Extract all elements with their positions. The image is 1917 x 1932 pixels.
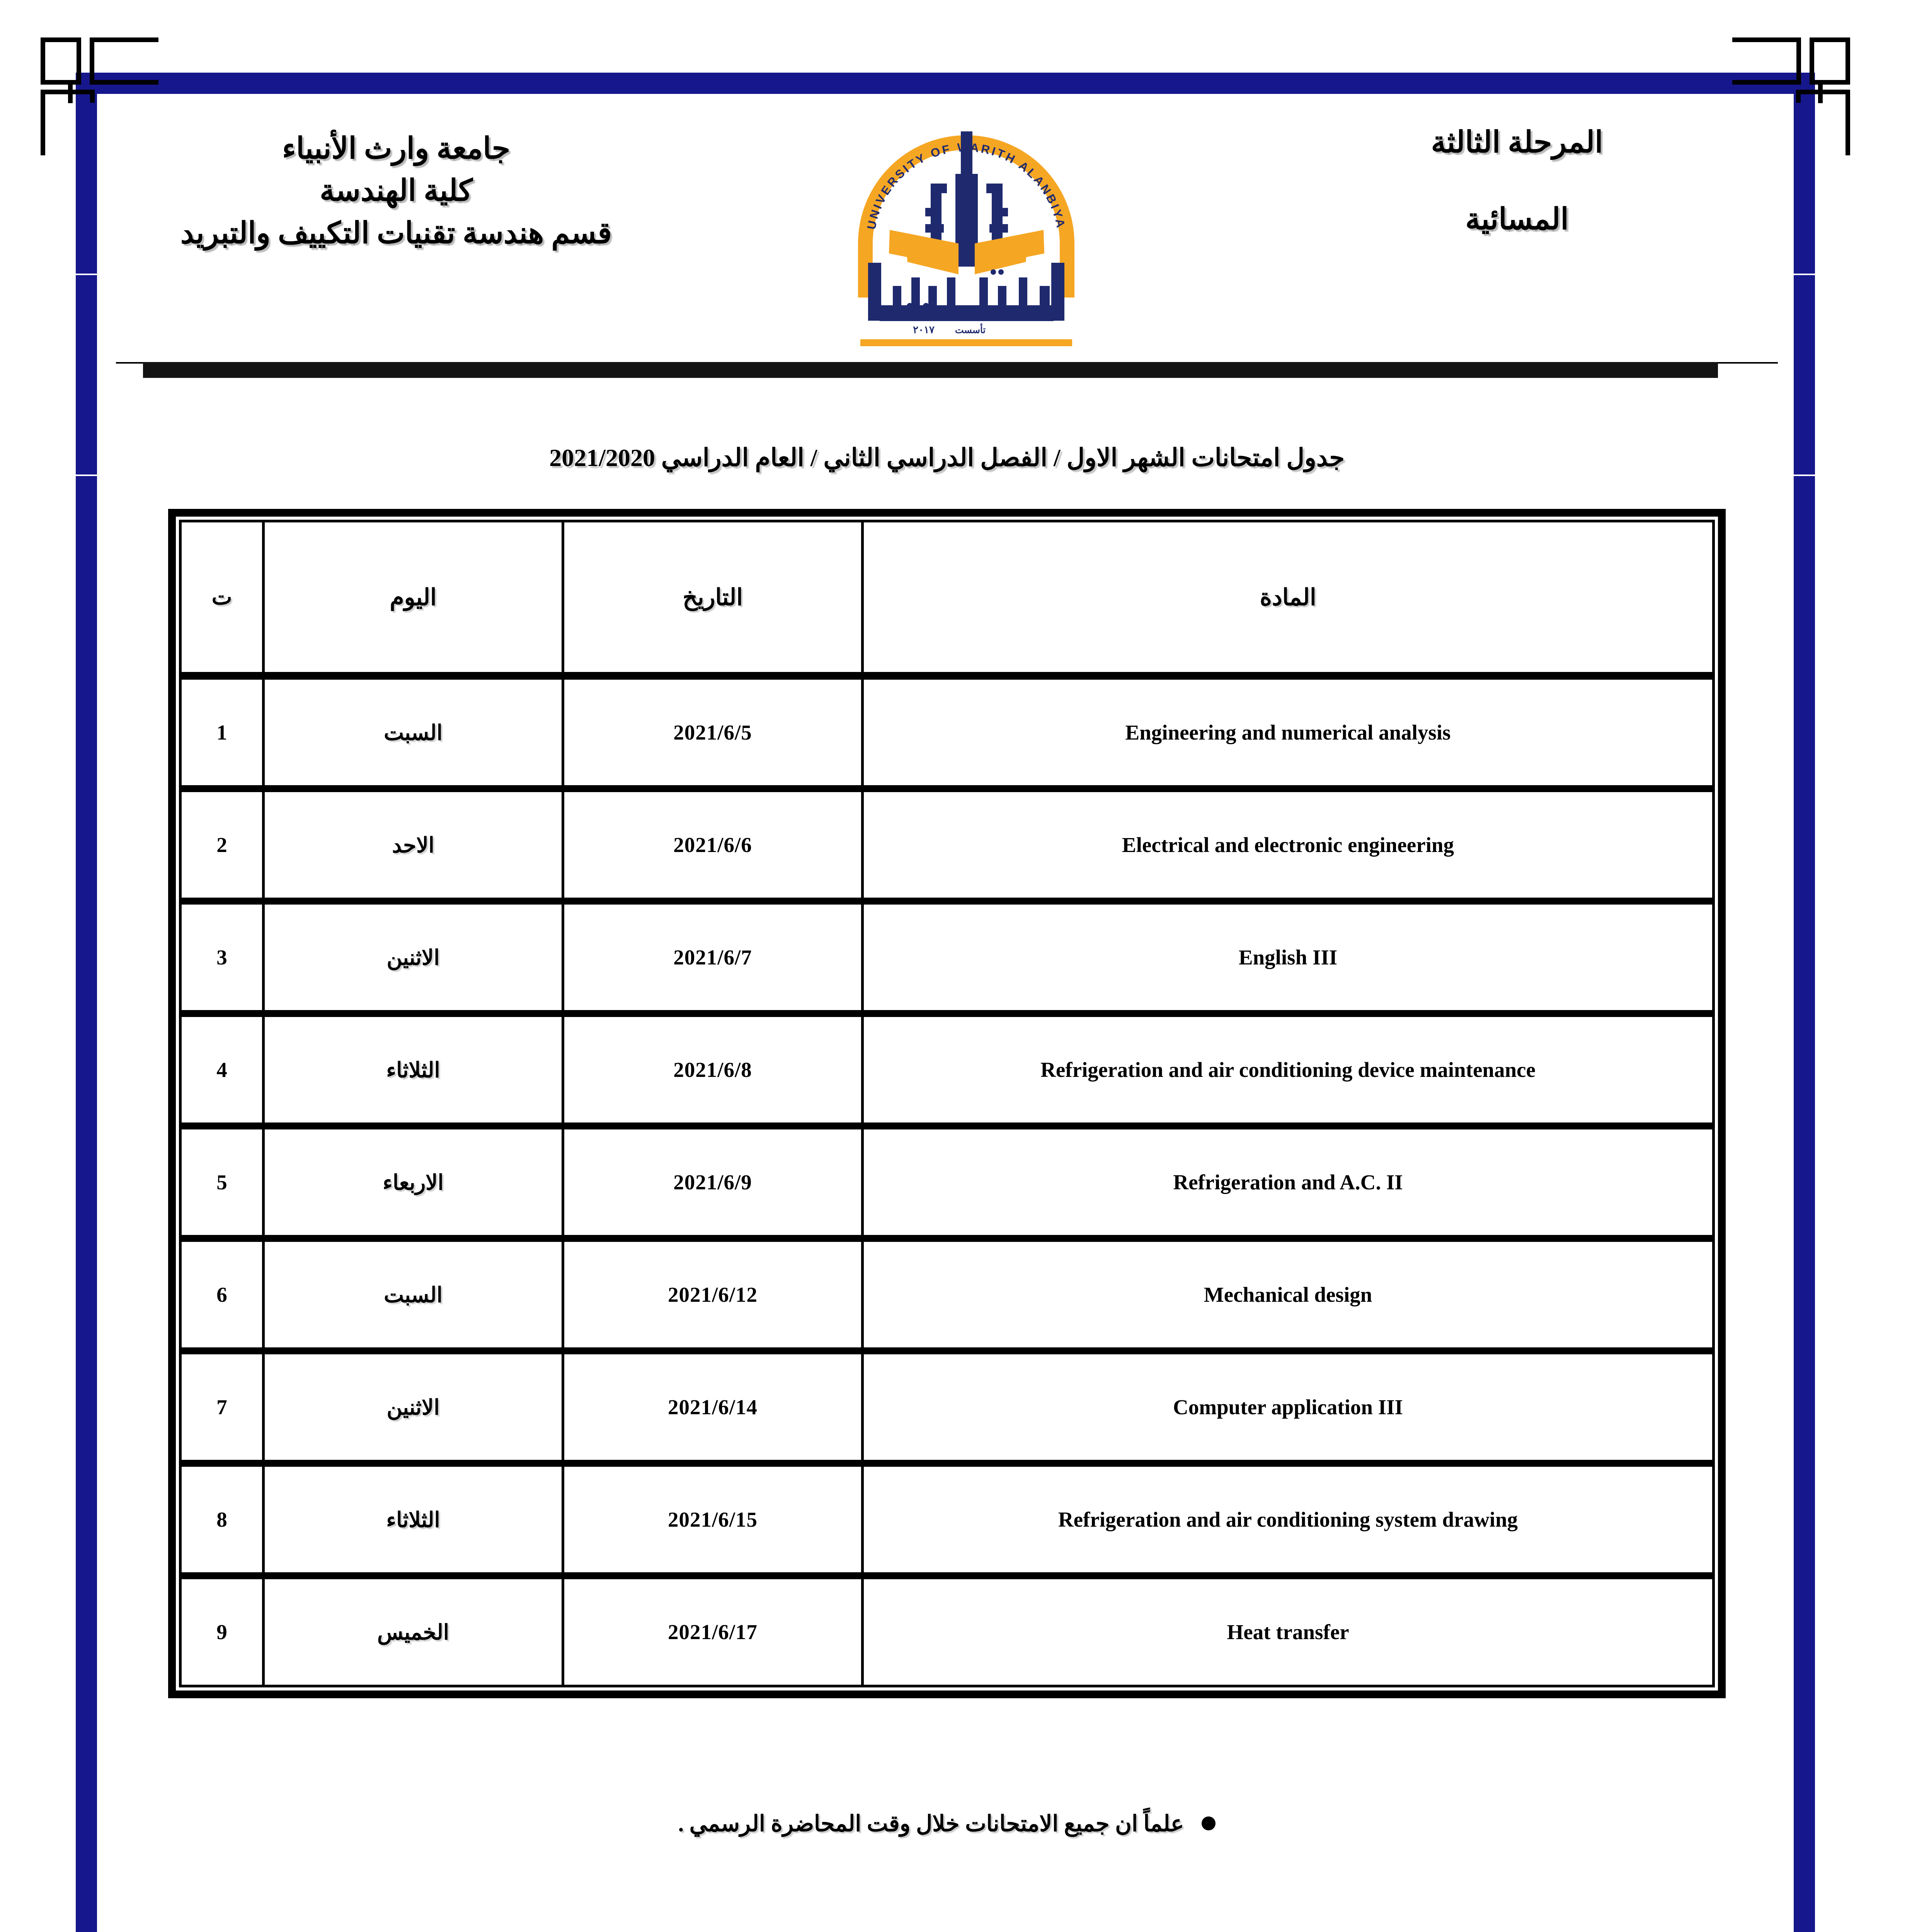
cell-subject: English III (861, 900, 1715, 1017)
cell-day: الثلاثاء (262, 1012, 564, 1129)
cell-day: الاحد (262, 787, 564, 905)
border-band-right (1794, 73, 1815, 1932)
cell-no: 7 (179, 1349, 265, 1467)
cell-date: 2021/6/12 (562, 1237, 864, 1354)
table-row: Mechanical design 2021/6/12 السبت 6 (179, 1237, 1715, 1354)
header-divider (116, 351, 1778, 378)
letterhead: جامعة وارث الأنبياء كلية الهندسة قسم هند… (116, 112, 1778, 346)
corner-knot-top-left (31, 28, 158, 155)
page-decorative-border (41, 37, 1850, 1932)
cell-subject: Refrigeration and A.C. II (861, 1124, 1715, 1242)
university-name: جامعة وارث الأنبياء (282, 132, 511, 165)
column-header-date: التاريخ (562, 520, 864, 680)
cell-no: 9 (179, 1574, 265, 1687)
band-seg-left-1 (76, 274, 97, 275)
cell-date: 2021/6/15 (562, 1462, 864, 1579)
cell-day: السبت (262, 674, 564, 792)
border-band-left (76, 73, 97, 1932)
column-header-no: ت (179, 520, 265, 680)
university-logo: UNIVERSITY OF WARITH ALANBIYA (819, 112, 1113, 352)
university-logo-icon: UNIVERSITY OF WARITH ALANBIYA (858, 131, 1074, 346)
table-row: Engineering and numerical analysis 2021/… (179, 674, 1715, 792)
column-header-subject: المادة (861, 520, 1715, 680)
table-row: Refrigeration and A.C. II 2021/6/9 الارب… (179, 1124, 1715, 1242)
cell-day: الاثنين (262, 1349, 564, 1467)
cell-subject: Refrigeration and air conditioning syste… (861, 1462, 1715, 1579)
cell-day: الثلاثاء (262, 1462, 564, 1579)
table-row: Refrigeration and air conditioning devic… (179, 1012, 1715, 1129)
exam-table-frame: المادة التاريخ اليوم ت Engineering and n… (168, 509, 1726, 1698)
cell-day: الخميس (262, 1574, 564, 1687)
cell-subject: Heat transfer (861, 1574, 1715, 1687)
cell-no: 8 (179, 1462, 265, 1579)
bullet-icon (1202, 1816, 1216, 1830)
college-name: كلية الهندسة (320, 174, 473, 207)
document-body: جامعة وارث الأنبياء كلية الهندسة قسم هند… (116, 112, 1778, 1932)
border-band-top (76, 73, 1815, 94)
shift-label: المسائية (1465, 202, 1569, 236)
cell-day: الاثنين (262, 900, 564, 1017)
table-row: Computer application III 2021/6/14 الاثن… (179, 1349, 1715, 1467)
cell-subject: Refrigeration and air conditioning devic… (861, 1012, 1715, 1129)
cell-date: 2021/6/7 (562, 900, 864, 1017)
cell-no: 3 (179, 900, 265, 1017)
cell-no: 6 (179, 1237, 265, 1354)
table-header-row: المادة التاريخ اليوم ت (179, 520, 1715, 680)
band-seg-right-2 (1794, 474, 1815, 476)
band-seg-left-2 (76, 474, 97, 476)
table-row: Heat transfer 2021/6/17 الخميس 9 (179, 1574, 1715, 1687)
cell-day: الاربعاء (262, 1124, 564, 1242)
band-seg-right-1 (1794, 274, 1815, 275)
header-divider-thick-bar (143, 362, 1718, 378)
letterhead-stage-block: المرحلة الثالثة المسائية (1256, 112, 1778, 234)
cell-date: 2021/6/5 (562, 674, 864, 792)
table-row: English III 2021/6/7 الاثنين 3 (179, 900, 1715, 1017)
cell-date: 2021/6/14 (562, 1349, 864, 1467)
letterhead-institution-block: جامعة وارث الأنبياء كلية الهندسة قسم هند… (116, 112, 676, 254)
exam-schedule-table: المادة التاريخ اليوم ت Engineering and n… (179, 520, 1715, 1687)
stage-label: المرحلة الثالثة (1431, 126, 1603, 159)
cell-subject: Electrical and electronic engineering (861, 787, 1715, 905)
column-header-day: اليوم (262, 520, 564, 680)
page-title: جدول امتحانات الشهر الاول / الفصل الدراس… (549, 444, 1345, 471)
cell-date: 2021/6/8 (562, 1012, 864, 1129)
table-row: Refrigeration and air conditioning syste… (179, 1462, 1715, 1579)
cell-no: 5 (179, 1124, 265, 1242)
footnote-text: علماً ان جميع الامتحانات خلال وقت المحاض… (678, 1811, 1184, 1836)
cell-date: 2021/6/9 (562, 1124, 864, 1242)
department-name: قسم هندسة تقنيات التكييف والتبريد (180, 216, 612, 250)
table-row: Electrical and electronic engineering 20… (179, 787, 1715, 905)
logo-founded-label: تأسست (955, 323, 986, 335)
cell-no: 1 (179, 674, 265, 792)
cell-no: 2 (179, 787, 265, 905)
cell-subject: Computer application III (861, 1349, 1715, 1467)
cell-no: 4 (179, 1012, 265, 1129)
logo-founded-year: ٢٠١٧ (913, 324, 935, 335)
cell-date: 2021/6/17 (562, 1574, 864, 1687)
footnote: علماً ان جميع الامتحانات خلال وقت المحاض… (116, 1810, 1778, 1837)
cell-day: السبت (262, 1237, 564, 1354)
cell-subject: Mechanical design (861, 1237, 1715, 1354)
cell-subject: Engineering and numerical analysis (861, 674, 1715, 792)
cell-date: 2021/6/6 (562, 787, 864, 905)
